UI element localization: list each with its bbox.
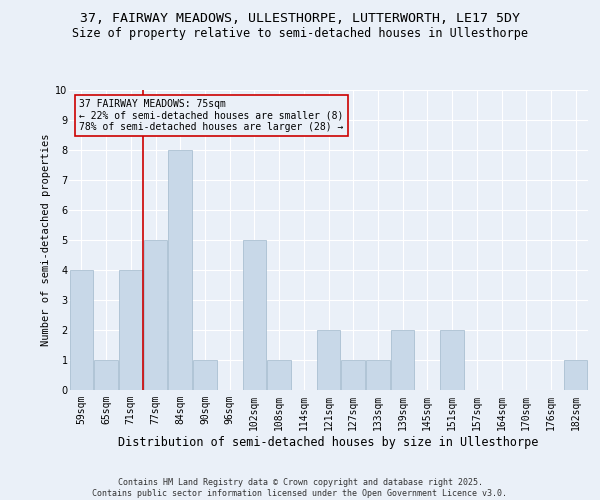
Text: Contains HM Land Registry data © Crown copyright and database right 2025.
Contai: Contains HM Land Registry data © Crown c… xyxy=(92,478,508,498)
Bar xyxy=(193,360,217,390)
Bar xyxy=(391,330,415,390)
Text: 37 FAIRWAY MEADOWS: 75sqm
← 22% of semi-detached houses are smaller (8)
78% of s: 37 FAIRWAY MEADOWS: 75sqm ← 22% of semi-… xyxy=(79,99,344,132)
Text: 37, FAIRWAY MEADOWS, ULLESTHORPE, LUTTERWORTH, LE17 5DY: 37, FAIRWAY MEADOWS, ULLESTHORPE, LUTTER… xyxy=(80,12,520,26)
Bar xyxy=(564,360,587,390)
Bar xyxy=(94,360,118,390)
Bar xyxy=(440,330,464,390)
Y-axis label: Number of semi-detached properties: Number of semi-detached properties xyxy=(41,134,51,346)
Bar xyxy=(317,330,340,390)
Text: Size of property relative to semi-detached houses in Ullesthorpe: Size of property relative to semi-detach… xyxy=(72,28,528,40)
Bar xyxy=(119,270,143,390)
Bar xyxy=(70,270,93,390)
Bar xyxy=(144,240,167,390)
Bar xyxy=(169,150,192,390)
X-axis label: Distribution of semi-detached houses by size in Ullesthorpe: Distribution of semi-detached houses by … xyxy=(118,436,539,448)
Bar xyxy=(366,360,389,390)
Bar xyxy=(268,360,291,390)
Bar xyxy=(242,240,266,390)
Bar xyxy=(341,360,365,390)
